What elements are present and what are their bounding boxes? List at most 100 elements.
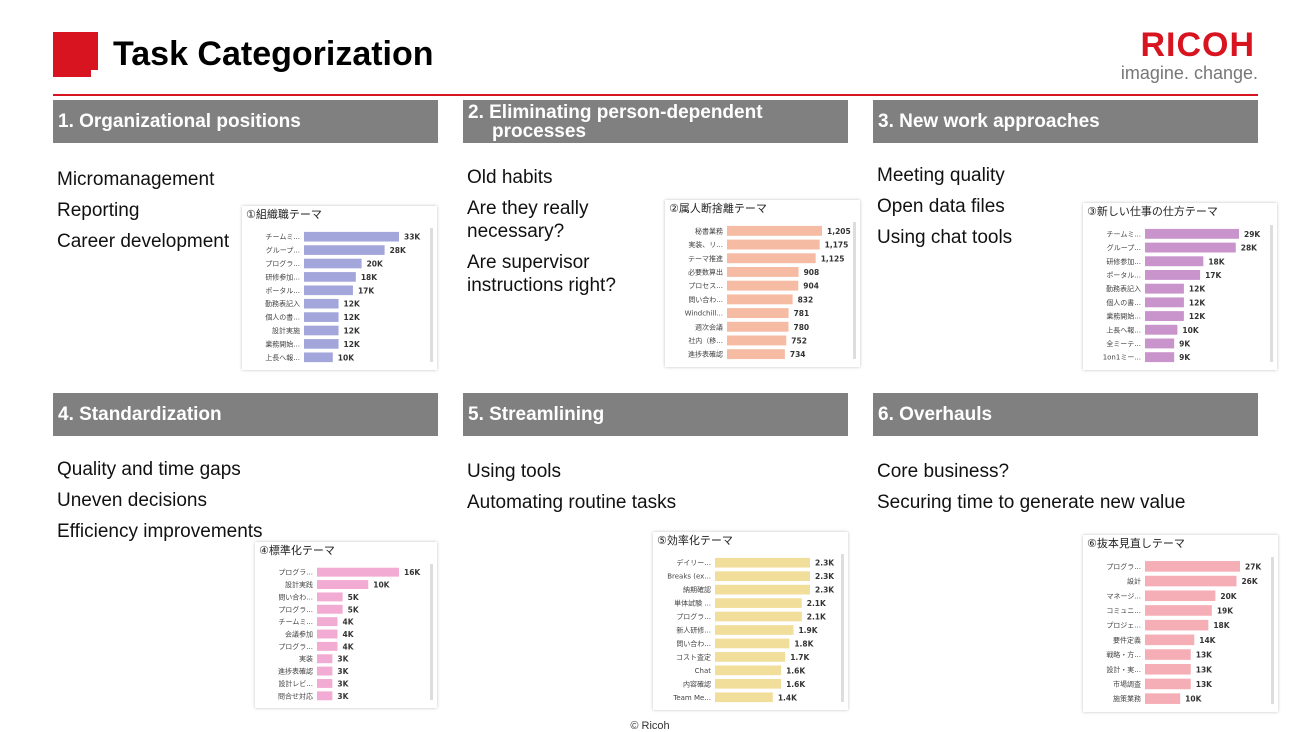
value-label: 1.4K	[778, 693, 798, 702]
category-label: プログラ...	[278, 642, 313, 651]
chart-title: ⑥抜本見直しテーマ	[1087, 536, 1185, 550]
item: Meeting quality	[877, 165, 1005, 186]
value-label: 18K	[1208, 257, 1225, 266]
section-items: Core business? Securing time to generate …	[877, 460, 1257, 522]
value-label: 2.3K	[815, 572, 835, 581]
category-label: 施策業務	[1113, 694, 1141, 703]
section-title: 5. Streamlining	[463, 393, 848, 436]
bar	[715, 692, 773, 703]
footer: © Ricoh	[630, 720, 670, 732]
category-label: コスト査定	[676, 652, 711, 661]
bar	[715, 611, 802, 622]
category-label: チームミ...	[266, 233, 300, 241]
category-label: 実装	[299, 654, 313, 663]
value-label: 3K	[337, 692, 349, 701]
category-label: プログラ...	[676, 612, 711, 621]
bar	[1145, 256, 1204, 267]
bar	[304, 258, 362, 269]
category-label: コミュニ...	[1106, 607, 1141, 615]
value-label: 12K	[1189, 285, 1206, 294]
category-label: 個人の書...	[265, 313, 300, 322]
bar	[1145, 242, 1236, 253]
bar	[727, 321, 789, 332]
value-label: 5K	[348, 593, 360, 602]
bar	[715, 557, 810, 568]
bar	[1145, 297, 1184, 308]
bar	[1145, 270, 1201, 280]
item: Core business?	[877, 461, 1010, 482]
section-title: 4. Standardization	[53, 393, 438, 436]
category-label: 戦略・方...	[1106, 650, 1141, 659]
item: Using chat tools	[877, 227, 1013, 248]
category-label: 必要数算出	[688, 267, 723, 276]
value-label: 1.6K	[786, 680, 806, 689]
value-label: 13K	[1196, 665, 1213, 674]
value-label: 16K	[404, 568, 421, 577]
bar	[317, 567, 399, 577]
value-label: 14K	[1199, 636, 1216, 645]
category-label: 1on1ミー...	[1103, 354, 1141, 362]
item: Career development	[57, 231, 230, 252]
category-label: テーマ推進	[688, 254, 723, 263]
bar	[317, 679, 333, 688]
bar	[1145, 311, 1184, 321]
value-label: 1.9K	[798, 626, 818, 635]
item: Uneven decisions	[57, 490, 207, 511]
bar	[304, 325, 339, 336]
category-label: Team Me...	[672, 694, 711, 702]
category-label: 週次会議	[695, 322, 723, 331]
value-label: 4K	[343, 618, 355, 627]
category-label: Chat	[695, 667, 712, 675]
category-label: グループ...	[1107, 243, 1141, 252]
logo: RICOH	[1140, 26, 1255, 64]
category-label: 設計	[1127, 577, 1141, 586]
bar	[715, 678, 782, 689]
section-title: 3. New work approaches	[873, 100, 1258, 143]
value-label: 2.3K	[815, 559, 835, 568]
category-label: 業務開始...	[1106, 312, 1141, 321]
category-label: 設計実施	[272, 326, 300, 335]
bar	[1145, 352, 1175, 363]
item: Securing time to generate new value	[877, 492, 1186, 513]
bar	[304, 272, 356, 282]
bar	[1145, 561, 1240, 572]
chart-title: ⑤効率化テーマ	[657, 533, 733, 547]
value-label: 18K	[361, 273, 378, 282]
section-title: 1. Organizational positions	[53, 100, 438, 143]
bar	[715, 652, 786, 662]
value-label: 832	[798, 295, 814, 304]
category-label: 個人の書...	[1106, 298, 1141, 307]
category-label: 問い合わ...	[676, 639, 711, 648]
value-label: 28K	[1241, 244, 1258, 253]
value-label: 13K	[1196, 651, 1213, 660]
scrollbar	[430, 564, 433, 700]
category-label: 内容確認	[683, 679, 711, 688]
header-rule	[53, 94, 1258, 96]
value-label: 734	[790, 350, 806, 359]
bar	[715, 665, 782, 676]
bar	[317, 617, 338, 627]
bar	[727, 335, 787, 346]
tagline: imagine. change.	[1120, 63, 1258, 83]
category-label: 納期確認	[683, 585, 711, 594]
category-label: 上長へ報...	[265, 353, 300, 362]
section-items: Using tools Automating routine tasks	[467, 460, 847, 522]
scrollbar	[430, 228, 433, 362]
value-label: 20K	[367, 260, 384, 269]
value-label: 9K	[1179, 353, 1191, 362]
bar	[727, 239, 820, 250]
category-label: マネージ...	[1106, 592, 1141, 600]
value-label: 2.3K	[815, 586, 835, 595]
value-label: 904	[803, 282, 819, 291]
section-items: Quality and time gaps Uneven decisions Eff…	[57, 458, 437, 551]
section-items: Meeting quality Open data files Using chat…	[877, 164, 1067, 257]
value-label: 26K	[1241, 577, 1258, 586]
bar	[304, 298, 339, 309]
value-label: 19K	[1217, 606, 1234, 615]
bar	[317, 641, 338, 651]
